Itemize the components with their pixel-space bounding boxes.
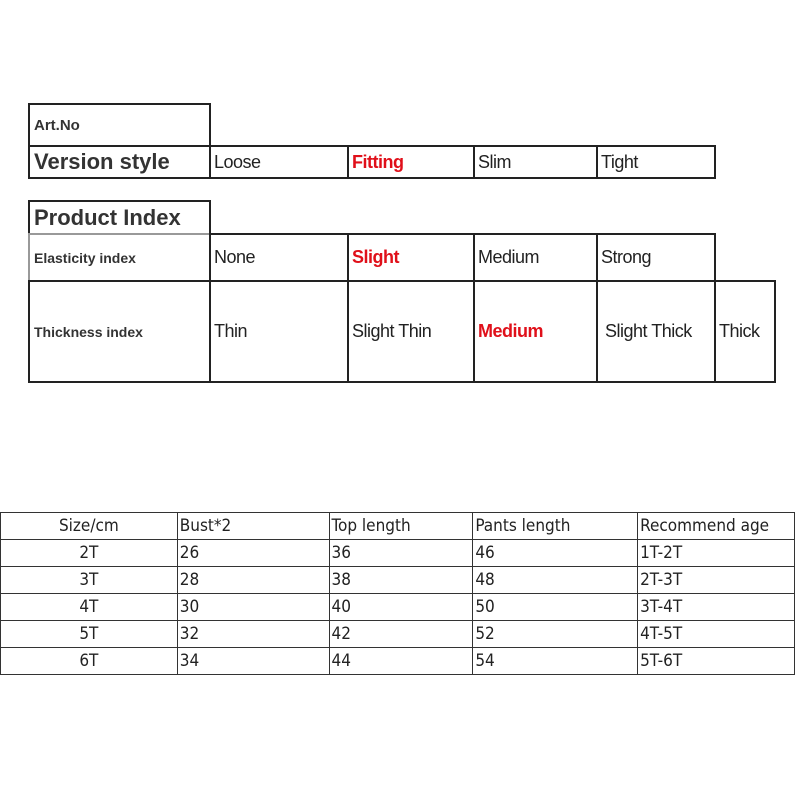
cell-pants-length: 48: [472, 566, 639, 594]
cell-recommend-age: 5T-6T: [637, 647, 795, 675]
version-option-slim: Slim: [473, 145, 598, 179]
version-option-tight: Tight: [596, 145, 716, 179]
table-row: 4T 30 40 50 3T-4T: [0, 593, 795, 621]
elasticity-option-none: None: [209, 233, 349, 282]
table-row: 6T 34 44 54 5T-6T: [0, 647, 795, 675]
thickness-option-slight-thin: Slight Thin: [347, 280, 475, 383]
cell-top-length: 44: [328, 647, 474, 675]
table-row: 5T 32 42 52 4T-5T: [0, 620, 795, 648]
thickness-option-thick: Thick: [714, 280, 776, 383]
cell-pants-length: 52: [472, 620, 639, 648]
product-index-label: Product Index: [28, 200, 211, 235]
cell-bust: 34: [176, 647, 330, 675]
size-table: Size/cm Bust*2 Top length Pants length R…: [0, 512, 795, 675]
thickness-label: Thickness index: [28, 280, 211, 383]
cell-size: 6T: [0, 647, 178, 675]
header-pants-length: Pants length: [472, 512, 639, 540]
cell-size: 3T: [0, 566, 178, 594]
table-header-row: Size/cm Bust*2 Top length Pants length R…: [0, 512, 795, 540]
version-option-loose: Loose: [209, 145, 349, 179]
cell-bust: 26: [176, 539, 330, 567]
header-top-length: Top length: [328, 512, 474, 540]
header-recommend-age: Recommend age: [637, 512, 795, 540]
cell-size: 4T: [0, 593, 178, 621]
version-option-fitting: Fitting: [347, 145, 475, 179]
thickness-option-medium: Medium: [473, 280, 598, 383]
cell-bust: 32: [176, 620, 330, 648]
elasticity-option-medium: Medium: [473, 233, 598, 282]
version-style-label: Version style: [28, 145, 211, 179]
elasticity-option-strong: Strong: [596, 233, 716, 282]
cell-recommend-age: 2T-3T: [637, 566, 795, 594]
header-size: Size/cm: [0, 512, 178, 540]
cell-top-length: 42: [328, 620, 474, 648]
elasticity-label: Elasticity index: [28, 233, 211, 282]
table-row: 3T 28 38 48 2T-3T: [0, 566, 795, 594]
cell-top-length: 38: [328, 566, 474, 594]
cell-pants-length: 46: [472, 539, 639, 567]
cell-size: 2T: [0, 539, 178, 567]
cell-pants-length: 50: [472, 593, 639, 621]
cell-recommend-age: 3T-4T: [637, 593, 795, 621]
cell-recommend-age: 4T-5T: [637, 620, 795, 648]
thickness-option-slight-thick: Slight Thick: [596, 280, 716, 383]
thickness-option-thin: Thin: [209, 280, 349, 383]
cell-bust: 28: [176, 566, 330, 594]
table-row: 2T 26 36 46 1T-2T: [0, 539, 795, 567]
cell-top-length: 36: [328, 539, 474, 567]
elasticity-option-slight: Slight: [347, 233, 475, 282]
cell-top-length: 40: [328, 593, 474, 621]
cell-recommend-age: 1T-2T: [637, 539, 795, 567]
cell-pants-length: 54: [472, 647, 639, 675]
cell-bust: 30: [176, 593, 330, 621]
cell-size: 5T: [0, 620, 178, 648]
art-no-label: Art.No: [28, 103, 211, 147]
header-bust: Bust*2: [176, 512, 330, 540]
